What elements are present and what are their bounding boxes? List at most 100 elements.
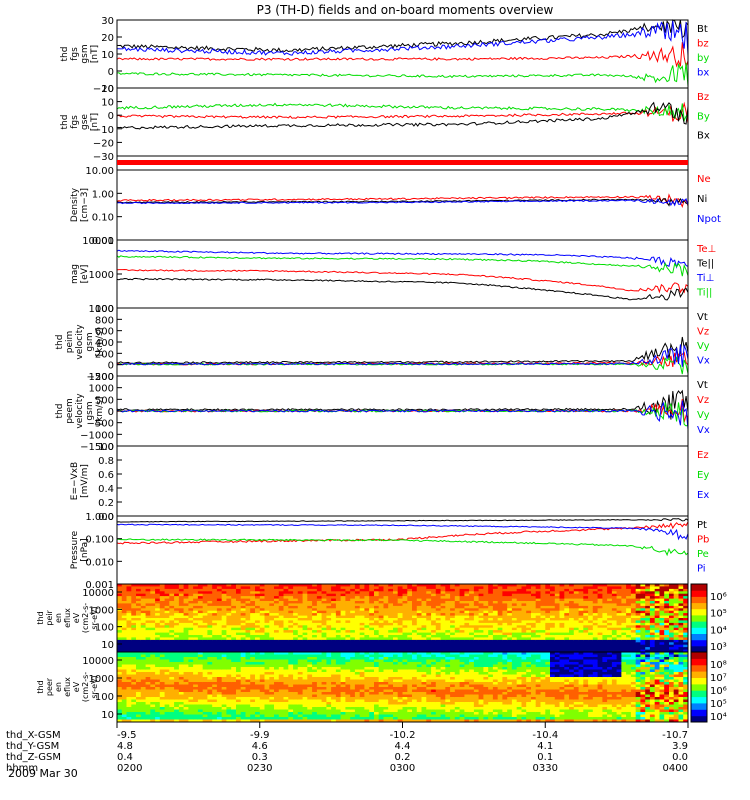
spectrogram-cell <box>212 679 218 683</box>
spectrogram-cell <box>516 647 522 650</box>
spectrogram-cell <box>207 664 213 668</box>
spectrogram-cell <box>312 664 318 668</box>
spectrogram-cell <box>350 644 356 648</box>
spectrogram-cell <box>207 625 213 629</box>
y-tick-label: 10 <box>101 640 114 651</box>
spectrogram-cell <box>649 635 656 638</box>
spectrogram-cell <box>359 625 365 629</box>
spectrogram-cell <box>364 632 370 636</box>
spectrogram-cell <box>445 588 451 592</box>
spectrogram-cell <box>226 615 232 619</box>
spectrogram-cell <box>316 719 323 723</box>
spectrogram-cell <box>159 702 166 705</box>
spectrogram-cell <box>283 603 289 607</box>
spectrogram-cell <box>616 588 622 592</box>
spectrogram-cell <box>645 637 651 641</box>
spectrogram-cell <box>374 591 380 595</box>
spectrogram-cell <box>255 679 261 683</box>
spectrogram-cell <box>511 618 518 621</box>
spectrogram-cell <box>335 717 342 720</box>
spectrogram-cell <box>269 647 275 650</box>
spectrogram-cell <box>302 584 308 587</box>
spectrogram-cell <box>321 639 327 643</box>
spectrogram-cell <box>312 588 318 592</box>
spectrogram-cell <box>269 603 275 607</box>
spectrogram-cell <box>331 618 337 621</box>
spectrogram-cell <box>497 584 503 587</box>
spectrogram-cell <box>321 712 327 715</box>
spectrogram-cell <box>221 684 227 688</box>
spectrogram-cell <box>193 657 199 660</box>
spectrogram-cell <box>473 605 480 609</box>
spectrogram-cell <box>507 620 513 624</box>
spectrogram-cell <box>645 615 651 619</box>
spectrogram-cell <box>649 644 656 648</box>
spectrogram-cell <box>630 598 637 602</box>
spectrogram-cell <box>611 635 618 638</box>
spectrogram-cell <box>545 637 551 641</box>
spectrogram-cell <box>221 687 227 690</box>
spectrogram-cell <box>183 618 189 621</box>
spectrogram-cell <box>245 603 251 607</box>
legend-entry: Ne <box>697 174 711 185</box>
spectrogram-cell <box>188 669 194 673</box>
spectrogram-cell <box>207 608 213 612</box>
spectrogram-cell <box>354 667 361 670</box>
spectrogram-cell <box>169 603 175 607</box>
spectrogram-cell <box>212 627 218 631</box>
y-axis-label: thd peem velocity gsm [km/s] <box>55 393 105 429</box>
spectrogram-cell <box>469 586 475 590</box>
spectrogram-cell <box>155 717 161 720</box>
spectrogram-cell <box>464 620 470 624</box>
spectrogram-cell <box>174 620 180 624</box>
spectrogram-cell <box>216 654 223 658</box>
legend-entry: Vt <box>697 380 708 391</box>
spectrogram-cell <box>117 639 123 643</box>
spectrogram-cell <box>354 610 361 614</box>
spectrogram-cell <box>216 644 223 648</box>
spectrogram-cell <box>278 596 285 599</box>
spectrogram-cell <box>197 687 204 690</box>
spectrogram-cell <box>288 699 294 703</box>
spectrogram-cell <box>331 659 337 663</box>
spectrogram-cell <box>459 603 465 607</box>
spectrogram-cell <box>169 672 175 675</box>
spectrogram-cell <box>483 593 489 597</box>
spectrogram-cell <box>393 584 399 587</box>
spectrogram-cell <box>359 593 365 597</box>
spectrogram-cell <box>193 615 199 619</box>
spectrogram-cell <box>136 702 142 705</box>
spectrogram-cell <box>297 588 304 592</box>
spectrogram-cell <box>216 630 223 633</box>
spectrogram-cell <box>207 630 213 633</box>
spectrogram-cell <box>350 674 356 678</box>
spectrogram-cell <box>188 615 194 619</box>
spectrogram-cell <box>240 699 246 703</box>
spectrogram-cell <box>269 598 275 602</box>
spectrogram-cell <box>673 610 679 614</box>
spectrogram-cell <box>450 615 456 619</box>
spectrogram-cell <box>616 598 622 602</box>
spectrogram-cell <box>573 618 580 621</box>
spectrogram-cell <box>278 598 285 602</box>
spectrogram-cell <box>278 630 285 633</box>
spectrogram-cell <box>507 593 513 597</box>
spectrogram-cell <box>121 672 128 675</box>
spectrogram-cell <box>117 699 123 703</box>
spectrogram-cell <box>464 598 470 602</box>
spectrogram-cell <box>174 632 180 636</box>
spectrogram-cell <box>183 659 189 663</box>
spectrogram-cell <box>378 647 384 650</box>
spectrogram-cell <box>226 714 232 718</box>
spectrogram-cell <box>155 667 161 670</box>
spectrogram-cell <box>117 601 123 604</box>
spectrogram-cell <box>293 642 299 646</box>
spectrogram-cell <box>450 627 456 631</box>
spectrogram-cell <box>121 605 128 609</box>
spectrogram-cell <box>649 613 656 616</box>
spectrogram-cell <box>164 642 170 646</box>
spectrogram-cell <box>297 719 304 723</box>
spectrogram-cell <box>193 702 199 705</box>
spectrogram-cell <box>393 649 399 653</box>
spectrogram-cell <box>459 632 465 636</box>
